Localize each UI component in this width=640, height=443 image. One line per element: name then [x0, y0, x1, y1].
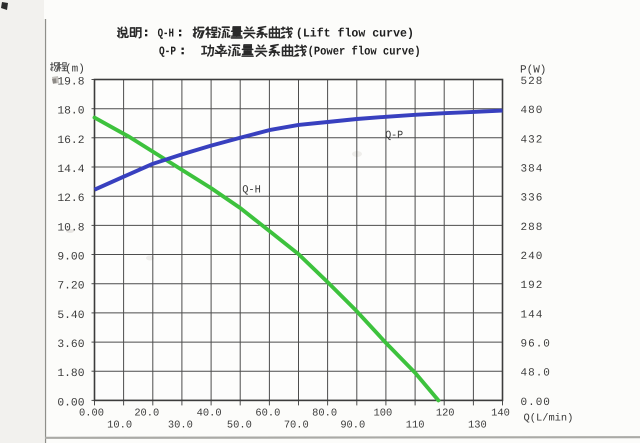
svg-text:60.0: 60.0: [255, 408, 280, 420]
svg-text:Q-P: Q-P: [159, 44, 176, 58]
svg-text:Q-H: Q-H: [158, 26, 174, 40]
svg-text:(Power flow curve): (Power flow curve): [308, 44, 421, 58]
svg-text:Q(L/min): Q(L/min): [524, 413, 574, 425]
svg-text:20.0: 20.0: [134, 408, 159, 420]
svg-text:528: 528: [521, 76, 544, 88]
svg-text:384: 384: [521, 164, 544, 176]
svg-text:19.8: 19.8: [57, 77, 84, 89]
svg-text:P(W): P(W): [520, 65, 546, 77]
svg-text:110: 110: [406, 420, 425, 432]
svg-text:40.0: 40.0: [197, 408, 222, 420]
svg-text:(m): (m): [65, 64, 85, 76]
svg-text:70.0: 70.0: [284, 420, 309, 432]
svg-text:10.8: 10.8: [57, 222, 84, 234]
svg-text:14.4: 14.4: [57, 164, 84, 176]
svg-text:144: 144: [521, 309, 544, 321]
svg-text:Q-P: Q-P: [385, 130, 403, 142]
svg-text:130: 130: [468, 420, 487, 432]
svg-text:0.00: 0.00: [79, 408, 104, 420]
svg-text:0.00: 0.00: [521, 397, 551, 409]
svg-text:192: 192: [521, 280, 544, 292]
svg-text:120: 120: [436, 408, 455, 420]
svg-text:1.80: 1.80: [57, 368, 84, 380]
svg-text:50.0: 50.0: [227, 420, 252, 432]
svg-text:96.0: 96.0: [521, 339, 551, 351]
svg-text:240: 240: [521, 251, 544, 263]
svg-text:16.2: 16.2: [57, 135, 84, 147]
svg-text:90.0: 90.0: [340, 420, 365, 432]
svg-text:7.20: 7.20: [57, 281, 84, 293]
svg-text:432: 432: [521, 134, 544, 146]
svg-text:(Lift flow curve): (Lift flow curve): [296, 26, 414, 40]
svg-text:336: 336: [521, 193, 544, 205]
svg-text:0.00: 0.00: [57, 397, 84, 409]
svg-text:100: 100: [374, 408, 393, 420]
svg-text:Q-H: Q-H: [242, 184, 261, 196]
svg-text:30.0: 30.0: [168, 420, 193, 432]
svg-text:5.40: 5.40: [57, 310, 84, 322]
svg-text:140: 140: [491, 408, 510, 420]
svg-text:10.0: 10.0: [107, 420, 132, 432]
svg-text:9.00: 9.00: [57, 252, 84, 264]
svg-text:48.0: 48.0: [521, 368, 551, 380]
svg-text:3.60: 3.60: [57, 339, 84, 351]
svg-text:480: 480: [521, 105, 544, 117]
svg-text:288: 288: [521, 222, 544, 234]
svg-text:80.0: 80.0: [312, 408, 337, 420]
svg-text:18.0: 18.0: [57, 106, 84, 118]
svg-text:12.6: 12.6: [57, 193, 84, 205]
